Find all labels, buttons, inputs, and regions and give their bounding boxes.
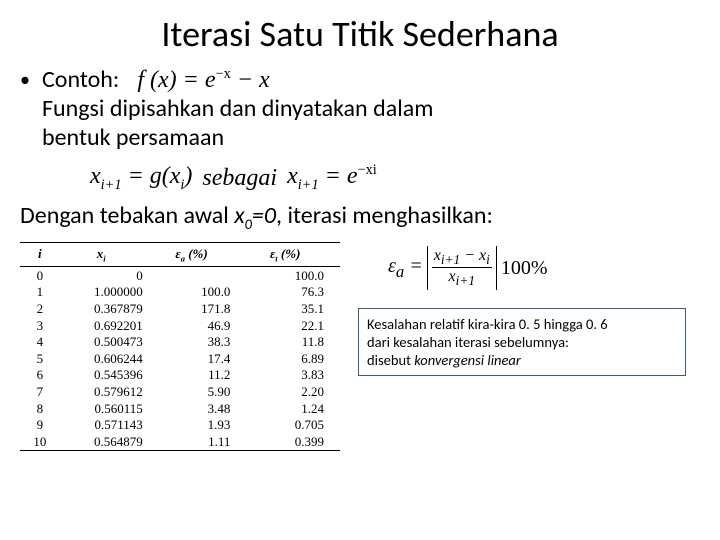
cell-xi: 0.692201 — [60, 318, 153, 334]
err-lhs: εa = — [388, 254, 423, 282]
cell-ea: 46.9 — [153, 318, 247, 334]
cell-ea: 38.3 — [153, 334, 247, 350]
cell-xi: 0.571143 — [60, 417, 153, 433]
note-line-2: dari kesalahan iterasi sebelumnya: — [367, 333, 677, 351]
cell-i: 2 — [20, 301, 60, 317]
cell-xi: 0.560115 — [60, 401, 153, 417]
cell-i: 5 — [20, 351, 60, 367]
cell-et: 2.20 — [246, 384, 340, 400]
dengan-pre: Dengan tebakan awal — [20, 201, 234, 230]
lower-row: i xi εa (%) εt (%) 00100.011.000000100.0… — [20, 242, 700, 451]
cell-xi: 0.579612 — [60, 384, 153, 400]
table-row: 00 100.0 — [20, 267, 340, 284]
cell-et: 0.705 — [246, 417, 340, 433]
table-row: 20.367879171.835.1 — [20, 300, 340, 317]
cell-ea: 11.2 — [153, 367, 247, 383]
note-line-3: disebut konvergensi linear — [367, 351, 677, 369]
cell-i: 0 — [20, 268, 60, 284]
cell-i: 10 — [20, 434, 60, 450]
right-column: εa = xi+1 − xi xi+1 100% Kesalahan relat… — [358, 242, 700, 376]
iteration-table: i xi εa (%) εt (%) 00100.011.000000100.0… — [20, 242, 340, 451]
x0-eq: x0=0 — [234, 201, 276, 230]
error-formula: εa = xi+1 − xi xi+1 100% — [388, 246, 700, 290]
cell-et: 1.24 — [246, 401, 340, 417]
bullet-dot-icon: • — [20, 70, 42, 90]
cell-i: 3 — [20, 318, 60, 334]
slide-body: • Contoh: f (x) = e−x − x Fungsi dipisah… — [20, 66, 700, 451]
cell-et: 76.3 — [246, 284, 340, 300]
table-row: 40.50047338.311.8 — [20, 334, 340, 351]
dengan-line: Dengan tebakan awal x0=0, iterasi mengha… — [20, 202, 700, 233]
cell-et: 11.8 — [246, 334, 340, 350]
table-row: 100.5648791.110.399 — [20, 433, 340, 450]
sebagai-word: sebagai — [202, 164, 277, 193]
table-row: 30.69220146.922.1 — [20, 317, 340, 334]
cell-i: 9 — [20, 417, 60, 433]
cell-ea: 1.93 — [153, 417, 247, 433]
contoh-label: Contoh: — [42, 66, 119, 95]
fx-equation: f (x) = e−x − x — [137, 66, 269, 95]
cell-et: 100.0 — [246, 268, 340, 284]
cell-ea: 1.11 — [153, 434, 247, 450]
col-head-et: εt (%) — [246, 246, 340, 264]
cell-et: 6.89 — [246, 351, 340, 367]
cell-ea: 17.4 — [153, 351, 247, 367]
frac-num: xi+1 − xi — [432, 248, 492, 269]
cell-et: 22.1 — [246, 318, 340, 334]
col-head-i: i — [20, 246, 60, 264]
cell-et: 35.1 — [246, 301, 340, 317]
table-row: 11.000000100.076.3 — [20, 284, 340, 301]
cell-xi: 0.500473 — [60, 334, 153, 350]
cell-i: 6 — [20, 367, 60, 383]
slide: Iterasi Satu Titik Sederhana • Contoh: f… — [0, 0, 720, 540]
cell-xi: 1.000000 — [60, 284, 153, 300]
bullet-contoh: • Contoh: f (x) = e−x − x — [20, 66, 700, 95]
table-row: 60.54539611.23.83 — [20, 367, 340, 384]
iteration-equation-row: xi+1 = g(xi) sebagai xi+1 = e−xi — [90, 162, 700, 194]
table-header: i xi εa (%) εt (%) — [20, 243, 340, 268]
err-pct: 100% — [501, 256, 548, 280]
cell-ea: 3.48 — [153, 401, 247, 417]
slide-title: Iterasi Satu Titik Sederhana — [20, 12, 700, 56]
body-line-2: bentuk persamaan — [42, 124, 700, 153]
cell-ea: 5.90 — [153, 384, 247, 400]
abs-bars: xi+1 − xi xi+1 — [427, 246, 497, 290]
cell-ea: 100.0 — [153, 284, 247, 300]
note-line-1: Kesalahan relatif kira-kira 0. 5 hingga … — [367, 315, 677, 333]
cell-xi: 0.564879 — [60, 434, 153, 450]
eq-xi1-gxi: xi+1 = g(xi) — [90, 162, 192, 194]
table-row: 70.5796125.902.20 — [20, 383, 340, 400]
cell-i: 1 — [20, 284, 60, 300]
cell-xi: 0.606244 — [60, 351, 153, 367]
eq-xi1-exp: xi+1 = e−xi — [287, 162, 377, 194]
cell-ea — [153, 268, 247, 284]
table-row: 90.5711431.930.705 — [20, 417, 340, 434]
cell-xi: 0.545396 — [60, 367, 153, 383]
body-line-1: Fungsi dipisahkan dan dinyatakan dalam — [42, 95, 700, 124]
table-row: 80.5601153.481.24 — [20, 400, 340, 417]
cell-xi: 0.367879 — [60, 301, 153, 317]
cell-i: 7 — [20, 384, 60, 400]
table-body: 00100.011.000000100.076.320.367879171.83… — [20, 267, 340, 450]
frac-den: xi+1 — [447, 268, 477, 288]
cell-et: 3.83 — [246, 367, 340, 383]
col-head-ea: εa (%) — [153, 246, 247, 264]
cell-i: 8 — [20, 401, 60, 417]
note-box: Kesalahan relatif kira-kira 0. 5 hingga … — [358, 308, 686, 376]
cell-xi: 0 — [60, 268, 153, 284]
fraction: xi+1 − xi xi+1 — [432, 248, 492, 288]
cell-i: 4 — [20, 334, 60, 350]
dengan-post: , iterasi menghasilkan: — [276, 201, 493, 230]
cell-ea: 171.8 — [153, 301, 247, 317]
table-row: 50.60624417.46.89 — [20, 350, 340, 367]
cell-et: 0.399 — [246, 434, 340, 450]
col-head-xi: xi — [60, 246, 153, 264]
